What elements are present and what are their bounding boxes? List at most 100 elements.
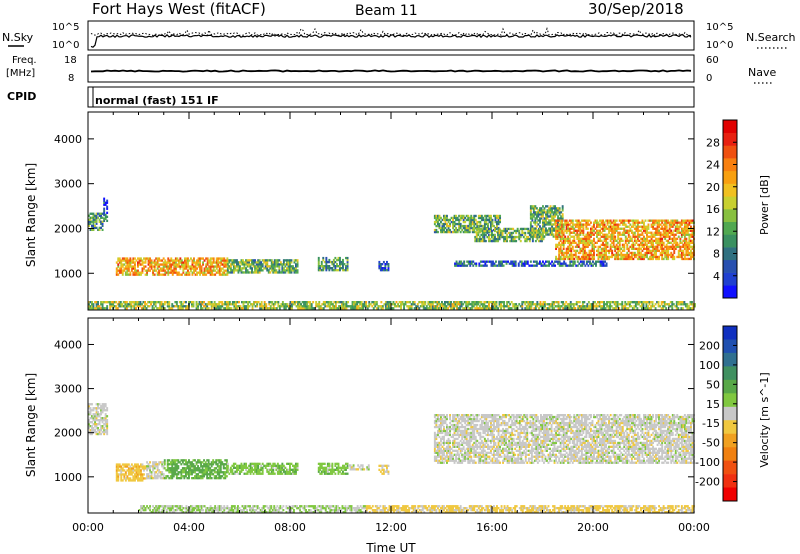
echo-cell xyxy=(106,421,108,423)
echo-cell xyxy=(112,303,114,305)
echo-cell xyxy=(96,215,98,217)
echo-cell xyxy=(479,236,481,238)
echo-cell xyxy=(544,207,546,209)
echo-cell xyxy=(542,261,544,263)
echo-cell xyxy=(635,242,637,244)
echo-cell xyxy=(500,303,502,305)
echo-cell xyxy=(456,261,458,263)
echo-cell xyxy=(582,303,584,305)
echo-cell xyxy=(219,272,221,274)
echo-cell xyxy=(318,301,320,303)
echo-cell xyxy=(572,248,574,250)
echo-cell xyxy=(570,250,572,252)
echo-cell xyxy=(494,234,496,236)
echo-cell xyxy=(448,221,450,223)
echo-cell xyxy=(572,220,574,222)
echo-cell xyxy=(660,232,662,234)
echo-cell xyxy=(321,263,323,265)
echo-cell xyxy=(488,303,490,305)
echo-cell xyxy=(214,270,216,272)
freq-panel: Freq. [MHz] 18 8 60 0 Nave xyxy=(6,55,776,84)
echo-cell xyxy=(199,467,201,469)
echo-cell xyxy=(603,301,605,303)
echo-cell xyxy=(140,305,142,307)
echo-cell xyxy=(593,252,595,254)
echo-cell xyxy=(515,265,517,267)
echo-cell xyxy=(564,242,566,244)
echo-cell xyxy=(105,405,107,407)
echo-cell xyxy=(476,223,478,225)
echo-cell xyxy=(432,303,434,305)
echo-cell xyxy=(318,259,320,261)
echo-cell xyxy=(424,303,426,305)
echo-cell xyxy=(139,261,141,263)
echo-cell xyxy=(582,226,584,228)
echo-cell xyxy=(339,265,341,267)
echo-cell xyxy=(300,303,302,305)
echo-cell xyxy=(97,303,99,305)
echo-cell xyxy=(460,223,462,225)
echo-cell xyxy=(284,265,286,267)
echo-cell xyxy=(477,303,479,305)
echo-cell xyxy=(549,307,551,309)
echo-cell xyxy=(284,271,286,273)
echo-cell xyxy=(557,232,559,234)
echo-cell xyxy=(574,263,576,265)
echo-cell xyxy=(596,220,598,222)
echo-cell xyxy=(643,236,645,238)
echo-cell xyxy=(642,234,644,236)
echo-cell xyxy=(176,301,178,303)
echo-cell xyxy=(540,301,542,303)
echo-cell xyxy=(380,301,382,303)
echo-cell xyxy=(248,261,250,263)
echo-cell xyxy=(623,222,625,224)
nsky-panel: N.Sky 10^5 10^0 10^5 10^0 N.Search xyxy=(2,21,796,51)
echo-cell xyxy=(371,305,373,307)
echo-cell xyxy=(222,267,224,269)
echo-cell xyxy=(153,307,155,309)
echo-cell xyxy=(652,244,654,246)
echo-cell xyxy=(185,469,187,471)
echo-cell xyxy=(506,234,508,236)
echo-cell xyxy=(572,265,574,267)
echo-cell xyxy=(629,303,631,305)
echo-cell xyxy=(262,265,264,267)
echo-cell xyxy=(537,215,539,217)
echo-cell xyxy=(553,217,555,219)
echo-cell xyxy=(663,248,665,250)
echo-cell xyxy=(459,307,461,309)
echo-cell xyxy=(490,215,492,217)
echo-cell xyxy=(585,252,587,254)
echo-cell xyxy=(635,256,637,258)
echo-cell xyxy=(664,305,666,307)
echo-cell xyxy=(91,425,93,427)
echo-cell xyxy=(134,479,136,481)
echo-cell xyxy=(223,272,225,274)
echo-cell xyxy=(181,259,183,261)
echo-cell xyxy=(126,307,128,309)
echo-cell xyxy=(479,305,481,307)
echo-cell xyxy=(458,229,460,231)
echo-cell xyxy=(590,222,592,224)
echo-cell xyxy=(460,227,462,229)
echo-cell xyxy=(547,205,549,207)
echo-cell xyxy=(617,236,619,238)
echo-cell xyxy=(143,473,145,475)
echo-cell xyxy=(610,244,612,246)
echo-cell xyxy=(190,467,192,469)
echo-cell xyxy=(660,236,662,238)
echo-cell xyxy=(667,220,669,222)
echo-cell xyxy=(283,267,285,269)
echo-cell xyxy=(446,217,448,219)
echo-cell xyxy=(377,307,379,309)
echo-cell xyxy=(456,305,458,307)
echo-cell xyxy=(146,307,148,309)
echo-cell xyxy=(675,248,677,250)
echo-cell xyxy=(217,259,219,261)
echo-cell xyxy=(664,301,666,303)
echo-cell xyxy=(129,274,131,276)
cpid-text: normal (fast) 151 IF xyxy=(95,94,219,107)
echo-cell xyxy=(563,244,565,246)
echo-cell xyxy=(616,230,618,232)
echo-cell xyxy=(102,425,104,427)
